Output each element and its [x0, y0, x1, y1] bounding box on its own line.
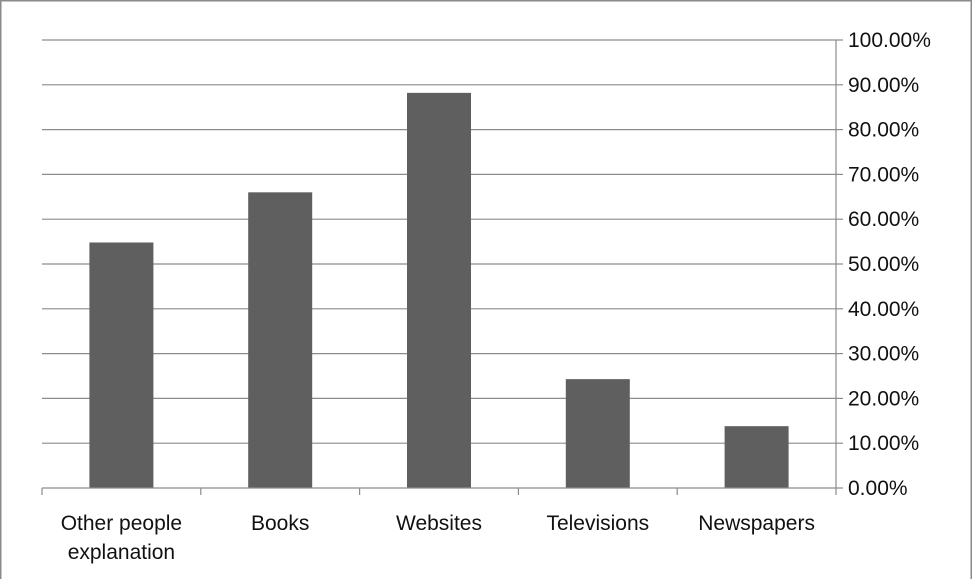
x-tick-label-line: Books [251, 512, 309, 535]
y-tick-label: 80.00% [848, 119, 919, 142]
bar [724, 426, 789, 488]
y-tick-label: 30.00% [848, 343, 919, 366]
x-tick-label: Books [251, 512, 309, 535]
bar [565, 379, 630, 488]
y-tick-label: 60.00% [848, 208, 919, 231]
x-tick-label-line: Televisions [546, 512, 649, 535]
x-tick-label-line: explanation [68, 541, 175, 564]
y-tick-label: 40.00% [848, 298, 919, 321]
x-tick-label: Newspapers [698, 512, 815, 535]
bar [248, 192, 313, 488]
x-tick-label-line: Newspapers [698, 512, 815, 535]
x-tick-label: Websites [396, 512, 482, 535]
axes [41, 39, 843, 495]
y-tick-label: 70.00% [848, 163, 919, 186]
y-tick-label: 90.00% [848, 74, 919, 97]
y-tick-label: 0.00% [848, 477, 908, 500]
x-tick-label: Other people explanation [61, 512, 182, 564]
x-tick-label: Televisions [546, 512, 649, 535]
y-tick-label: 100.00% [848, 29, 931, 52]
x-tick-label-line: Other people [61, 512, 182, 535]
y-tick-labels: 0.00% 10.00% 20.00% 30.00% 40.00% 50.00% 60.00… [848, 29, 931, 500]
x-tick-labels: Other people explanation Books Websites Tele… [61, 512, 815, 564]
bar [89, 242, 154, 488]
y-tick-label: 50.00% [848, 253, 919, 276]
y-tick-label: 20.00% [848, 387, 919, 410]
y-tick-label: 10.00% [848, 432, 919, 455]
bars [89, 92, 789, 488]
bar [407, 92, 471, 488]
x-tick-label-line: Websites [396, 512, 482, 535]
